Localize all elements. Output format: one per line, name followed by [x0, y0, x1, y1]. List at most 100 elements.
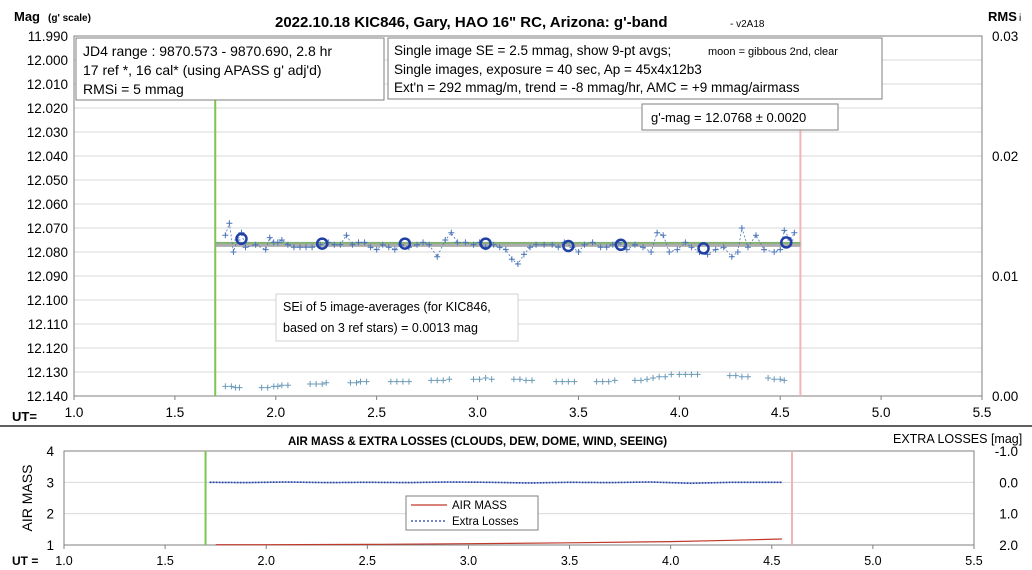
rms-point [222, 383, 229, 390]
y2-axis-label-suffix: i [1019, 13, 1021, 24]
rms-point [434, 377, 441, 384]
single-image-point [712, 246, 719, 253]
lower-y2-tick-label: -1.0 [995, 444, 1018, 459]
y-tick-label: 12.070 [27, 221, 68, 236]
rms-point [313, 381, 320, 387]
rms-point [236, 384, 243, 391]
lower-y-tick-label: 1 [46, 538, 54, 553]
single-image-point [541, 241, 548, 248]
rms-point [264, 384, 271, 391]
single-image-point [771, 249, 778, 255]
lower-y-tick-label: 3 [46, 475, 54, 490]
single-image-point [791, 229, 798, 236]
info-box-right: Single image SE = 2.5 mmag, show 9-pt av… [387, 37, 883, 100]
rms-point [278, 382, 285, 389]
x-tick-label: 1.0 [65, 405, 84, 420]
y2-axis-label: RMS [988, 9, 1017, 24]
single-image-point [555, 244, 562, 251]
rms-point [637, 377, 644, 384]
average-point [780, 236, 793, 249]
sei-line-1: SEi of 5 image-averages (for KIC846, [283, 300, 491, 314]
upper-x-tick-labels: 1.0 1.5 2.0 2.5 3.0 3.5 4.0 4.5 5.0 5.5 [65, 396, 991, 420]
single-image-point [296, 244, 303, 251]
single-image-point [589, 239, 596, 246]
rms-point [771, 376, 778, 383]
legend-airmass-label: AIR MASS [452, 500, 507, 512]
sei-line-2: based on 3 ref stars) = 0.0013 mag [283, 321, 478, 335]
y2-tick-label: 0.00 [992, 389, 1018, 404]
lower-chart-title: AIR MASS & EXTRA LOSSES (CLOUDS, DEW, DO… [288, 436, 667, 448]
rms-point [726, 372, 733, 379]
legend-extra-losses-label: Extra Losses [452, 516, 519, 528]
rms-point [387, 378, 394, 385]
single-image-point [309, 244, 316, 251]
single-image-point [442, 237, 449, 243]
rms-point [399, 378, 406, 385]
lower-x-tick-label: 5.5 [965, 554, 982, 568]
single-image-point [648, 249, 655, 255]
average-point [697, 242, 710, 255]
lower-x-tick-labels: 1.0 1.5 2.0 2.5 3.0 3.5 4.0 4.5 5.0 5.5 [55, 545, 983, 568]
lower-x-tick-label: 2.5 [359, 554, 376, 568]
y-tick-label: 12.020 [27, 101, 68, 116]
single-image-point [420, 239, 427, 246]
single-image-point [454, 239, 461, 246]
single-image-point [640, 244, 647, 251]
y-tick-label: 12.080 [27, 245, 68, 260]
single-image-point [623, 246, 630, 253]
lower-y-label: AIR MASS [19, 465, 35, 532]
upper-gridlines [74, 59, 982, 373]
y-tick-label: 11.990 [28, 29, 68, 44]
single-image-point [603, 244, 610, 251]
single-image-point [688, 244, 695, 251]
upper-data-series [222, 220, 798, 391]
rms-point [644, 376, 651, 383]
single-image-point [728, 253, 735, 260]
single-image-point [502, 246, 509, 253]
single-image-point [391, 246, 398, 253]
rms-point [559, 378, 566, 385]
rms-point [488, 376, 495, 383]
y-tick-label: 12.130 [27, 365, 68, 380]
lower-x-tick-label: 4.5 [763, 554, 780, 568]
rms-point [446, 376, 453, 383]
single-image-point [266, 234, 273, 241]
lower-y-tick-label: 4 [46, 444, 54, 459]
x-tick-label: 4.0 [670, 405, 689, 420]
rms-point [428, 377, 435, 384]
upper-y-tick-labels: 11.990 12.000 12.010 12.020 12.030 12.040 12.0… [27, 29, 68, 404]
lower-y2-tick-label: 2.0 [999, 538, 1018, 553]
single-image-point [753, 232, 760, 239]
rms-point [593, 378, 600, 385]
info-right-line-3: Ext'n = 292 mmag/m, trend = -8 mmag/hr, … [394, 80, 800, 95]
x-tick-label: 5.0 [872, 405, 891, 420]
single-image-point [597, 244, 604, 251]
x-tick-label: 3.0 [468, 405, 487, 420]
y-tick-label: 12.100 [27, 293, 68, 308]
rms-point [363, 378, 370, 385]
single-image-point [355, 239, 362, 246]
single-image-point [738, 225, 745, 231]
info-right-line-2: Single images, exposure = 40 sec, Ap = 4… [394, 62, 702, 77]
lower-x-tick-label: 3.0 [460, 554, 477, 568]
rms-point [605, 378, 612, 385]
average-point [479, 237, 492, 250]
single-image-point [549, 241, 556, 248]
single-image-point [682, 239, 689, 246]
single-image-point [514, 261, 521, 267]
upper-y2-tick-labels: 0.03 0.02 0.01 0.00 [992, 29, 1018, 404]
lower-x-axis-label: UT = [12, 554, 38, 568]
single-image-point [379, 241, 386, 248]
rms-point [258, 384, 265, 391]
single-image-point [761, 246, 768, 253]
average-point [562, 239, 575, 253]
single-image-point [303, 244, 310, 251]
rms-point [353, 379, 360, 386]
single-image-point [252, 241, 259, 248]
rms-point [307, 381, 314, 387]
y-tick-label: 12.140 [27, 389, 68, 404]
single-image-point [462, 239, 469, 246]
rms-point [510, 376, 517, 383]
single-image-point [448, 229, 455, 236]
